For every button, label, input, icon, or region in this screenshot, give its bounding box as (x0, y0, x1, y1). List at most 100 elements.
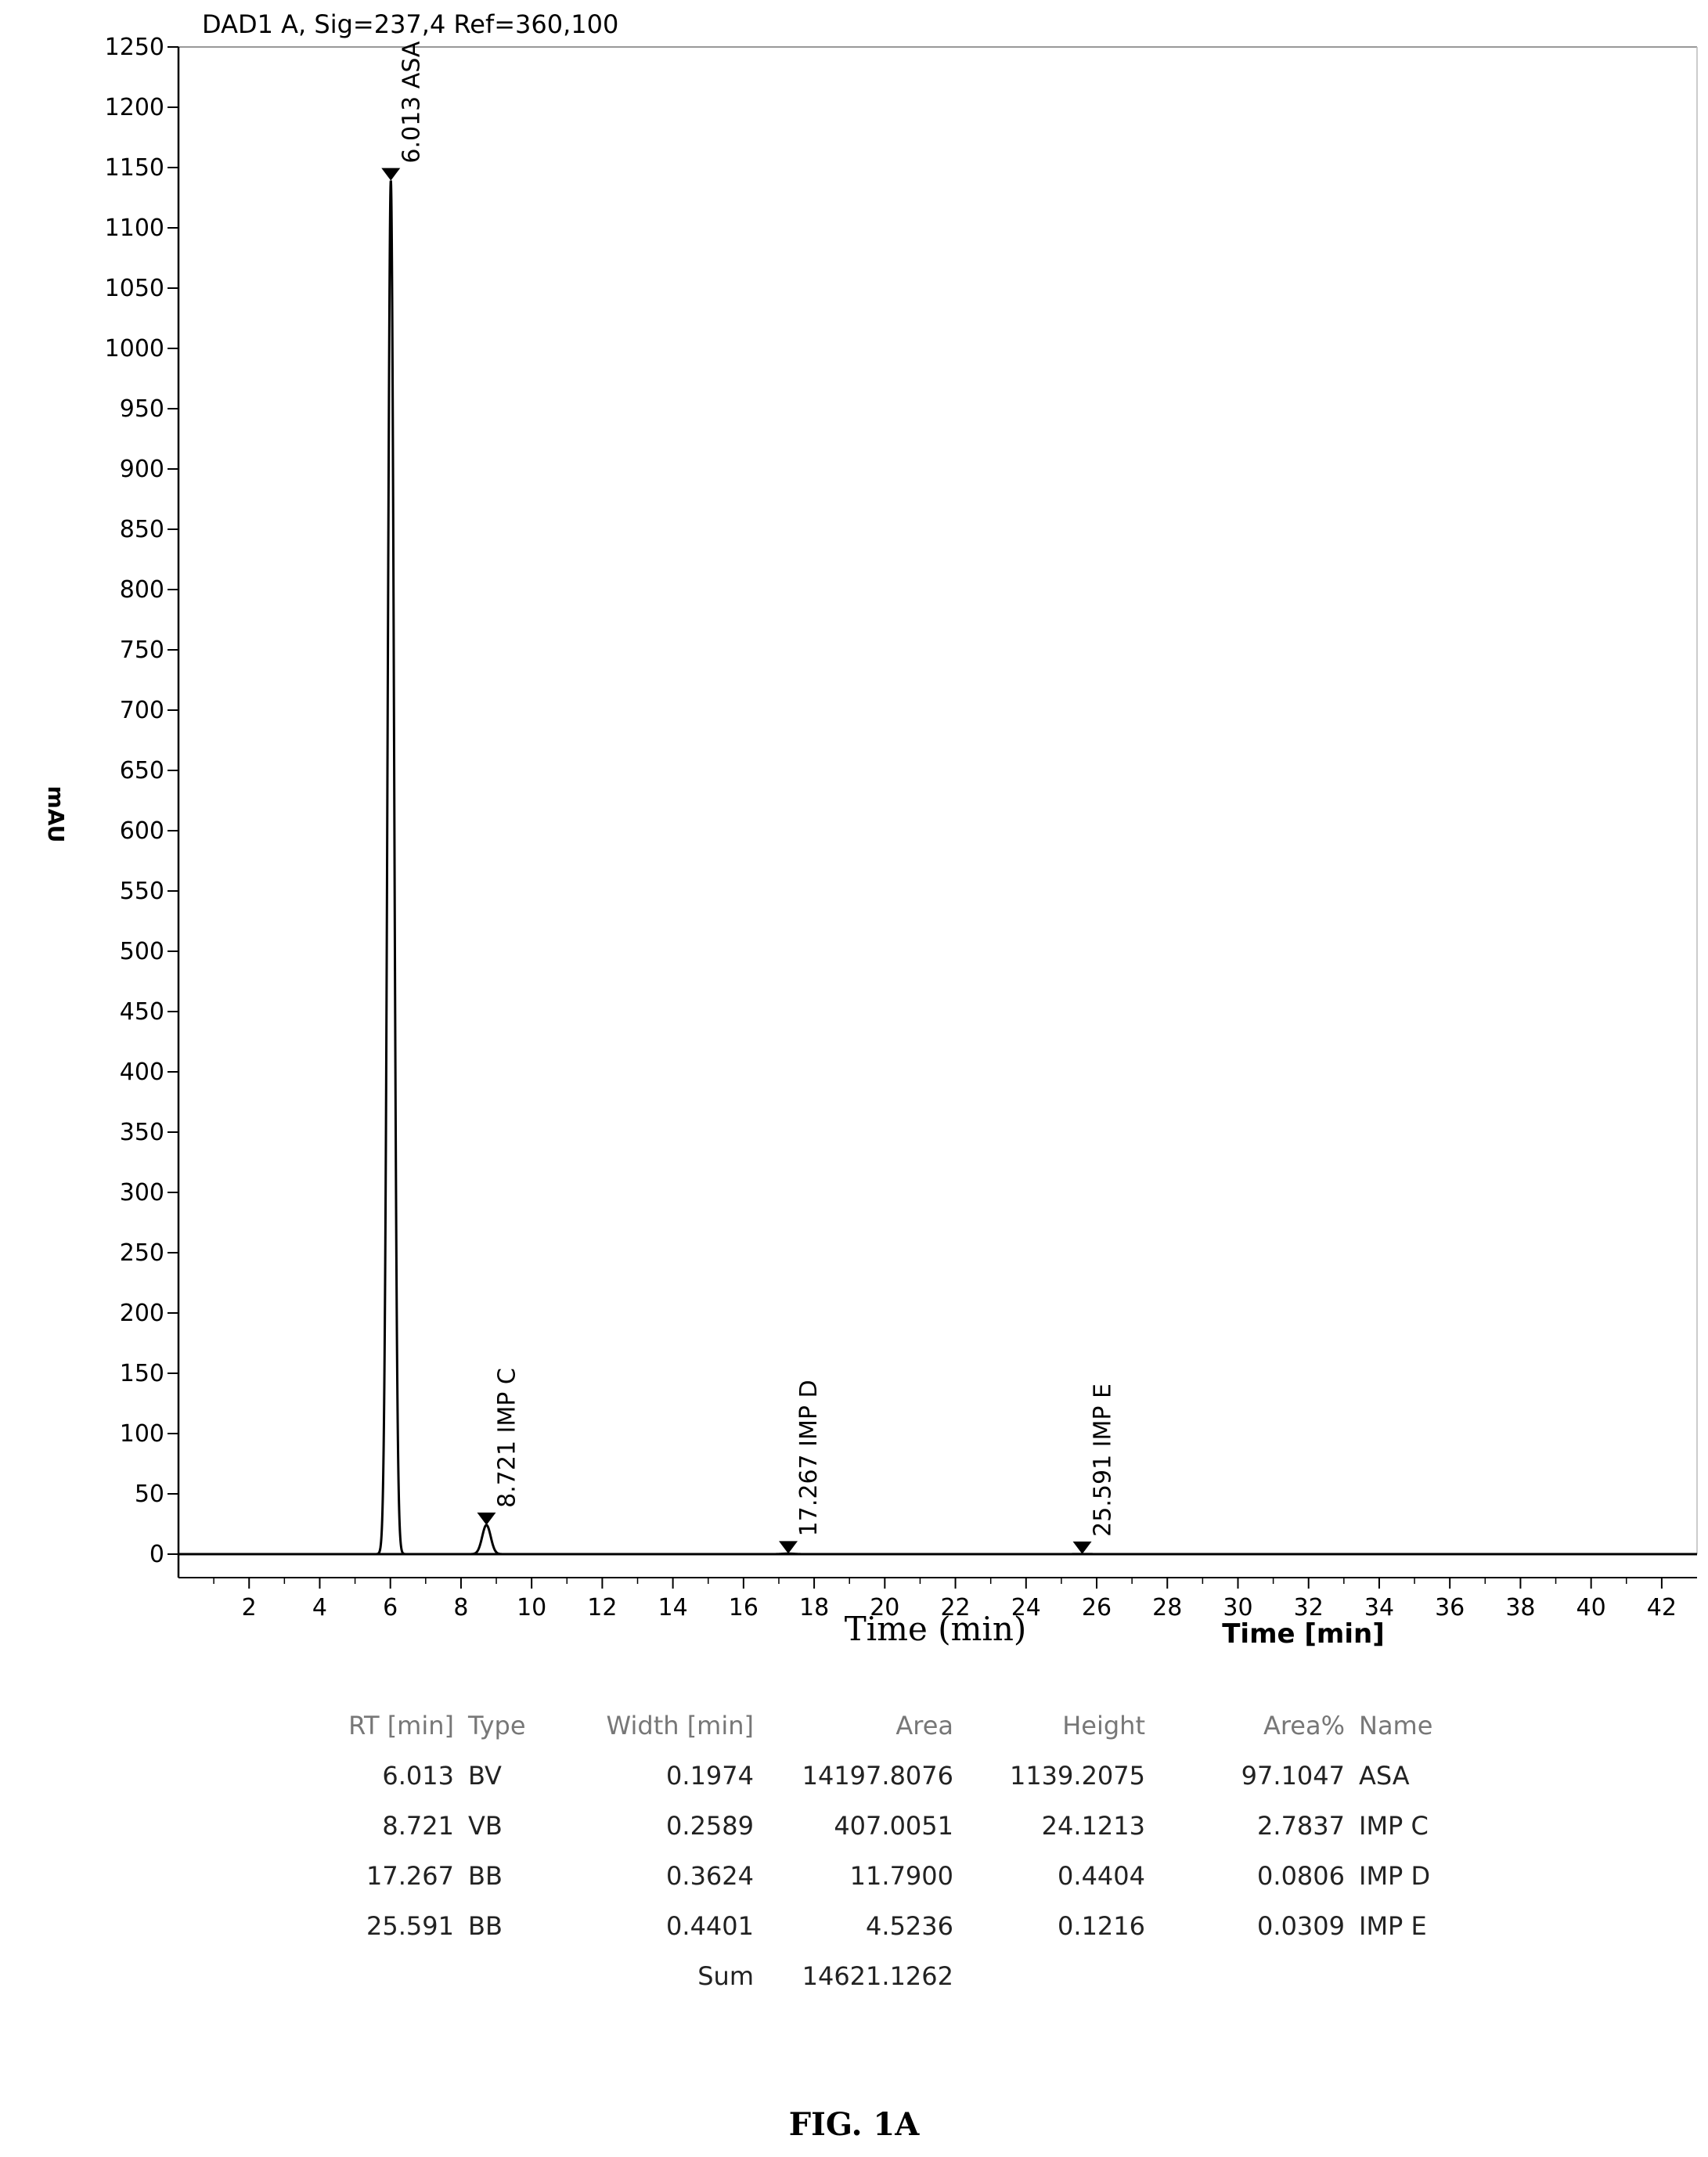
sum-label: Sum (697, 1961, 754, 1991)
peak-marker (779, 1541, 798, 1554)
y-tick-label: 150 (120, 1360, 164, 1387)
cell-height: 24.1213 (1041, 1811, 1145, 1841)
cell-empty (290, 1961, 454, 2011)
x-tick-label: 8 (453, 1594, 468, 1621)
x-tick-label: 24 (1011, 1594, 1041, 1621)
cell-type: VB (468, 1811, 503, 1841)
y-tick-label: 250 (120, 1239, 164, 1267)
cell-empty (454, 1961, 554, 2011)
peak-marker (477, 1512, 496, 1525)
x-tick-label: 42 (1647, 1594, 1677, 1621)
x-tick-label: 20 (870, 1594, 899, 1621)
cell-name: ASA (1359, 1761, 1410, 1791)
x-tick-label: 36 (1435, 1594, 1465, 1621)
x-tick-label: 4 (312, 1594, 327, 1621)
y-tick-label: 0 (150, 1541, 164, 1568)
signal-line (178, 180, 1697, 1556)
y-tick-label: 1100 (105, 215, 164, 242)
cell-name: IMP D (1359, 1861, 1431, 1891)
y-axis-label: mAU (43, 786, 69, 843)
x-tick-label: 14 (658, 1594, 688, 1621)
x-tick-label: 16 (729, 1594, 759, 1621)
table-header-row: RT [min] Type Width [min] Area Height Ar… (290, 1711, 1484, 1761)
y-tick-label: 550 (120, 878, 164, 905)
table-row: 8.721 VB 0.2589 407.0051 24.1213 2.7837 … (290, 1811, 1484, 1861)
y-tick-label: 300 (120, 1179, 164, 1207)
cell-type: BB (468, 1861, 503, 1891)
peak-label: 8.721 IMP C (493, 1368, 521, 1508)
y-tick-label: 1150 (105, 154, 164, 182)
peak-marker (1072, 1541, 1092, 1554)
peak-label: 25.591 IMP E (1090, 1383, 1117, 1537)
cell-width: 0.2589 (666, 1811, 754, 1841)
x-tick-label: 30 (1223, 1594, 1252, 1621)
cell-height: 0.1216 (1058, 1911, 1145, 1941)
y-tick-label: 350 (120, 1119, 164, 1146)
cell-area-percent: 0.0309 (1257, 1911, 1345, 1941)
cell-area: 11.7900 (849, 1861, 953, 1891)
x-axis-label: Time (min) (845, 1610, 1027, 1648)
cell-area-percent: 97.1047 (1241, 1761, 1345, 1791)
x-tick-label: 22 (940, 1594, 970, 1621)
cell-empty (1345, 1961, 1484, 2011)
cell-height: 0.4404 (1058, 1861, 1145, 1891)
x-tick-label: 34 (1364, 1594, 1394, 1621)
cell-name: IMP E (1359, 1911, 1427, 1941)
sum-value: 14621.1262 (802, 1961, 953, 1991)
cell-type: BB (468, 1911, 503, 1941)
cell-rt: 17.267 (366, 1861, 454, 1891)
cell-width: 0.3624 (666, 1861, 754, 1891)
y-tick-label: 800 (120, 576, 164, 604)
cell-height: 1139.2075 (1009, 1761, 1145, 1791)
y-tick-label: 700 (120, 697, 164, 724)
y-tick-label: 500 (120, 938, 164, 965)
x-axis-label-secondary: Time [min] (1222, 1618, 1385, 1650)
cell-area: 4.5236 (866, 1911, 953, 1941)
header-area-percent: Area% (1263, 1711, 1345, 1740)
x-tick-label: 28 (1152, 1594, 1182, 1621)
cell-rt: 6.013 (382, 1761, 454, 1791)
peak-label: 17.267 IMP D (795, 1380, 823, 1536)
cell-width: 0.4401 (666, 1911, 754, 1941)
y-tick-label: 50 (135, 1481, 164, 1508)
y-tick-label: 1200 (105, 94, 164, 121)
x-tick-label: 2 (242, 1594, 257, 1621)
cell-area: 407.0051 (834, 1811, 953, 1841)
peak-marker (381, 168, 401, 181)
x-tick-label: 6 (383, 1594, 398, 1621)
cell-area: 14197.8076 (802, 1761, 953, 1791)
x-tick-label: 38 (1505, 1594, 1535, 1621)
cell-area-percent: 2.7837 (1257, 1811, 1345, 1841)
chart-title: DAD1 A, Sig=237,4 Ref=360,100 (202, 9, 618, 39)
cell-rt: 25.591 (366, 1911, 454, 1941)
header-type: Type (468, 1711, 526, 1740)
peak-markers: 6.013 ASA 8.721 IMP C 17.267 IMP D 25.591 I… (381, 41, 1117, 1554)
y-tick-label: 450 (120, 998, 164, 1026)
peak-label: 6.013 ASA (398, 41, 425, 164)
figure-caption: FIG. 1A (788, 2106, 920, 2143)
cell-empty (1145, 1961, 1345, 2011)
header-area: Area (895, 1711, 953, 1740)
y-tick-label: 600 (120, 817, 164, 845)
plot-frame (178, 46, 1698, 1554)
y-tick-label: 900 (120, 456, 164, 483)
cell-empty (953, 1961, 1145, 2011)
cell-rt: 8.721 (382, 1811, 454, 1841)
y-tick-label: 200 (120, 1300, 164, 1327)
y-tick-label: 1000 (105, 335, 164, 363)
cell-width: 0.1974 (666, 1761, 754, 1791)
table-row: 25.591 BB 0.4401 4.5236 0.1216 0.0309 IM… (290, 1911, 1484, 1961)
cell-area-percent: 0.0806 (1257, 1861, 1345, 1891)
peak-results-table: RT [min] Type Width [min] Area Height Ar… (290, 1711, 1484, 2011)
y-tick-label: 100 (120, 1420, 164, 1448)
y-tick-label: 950 (120, 395, 164, 423)
header-rt: RT [min] (348, 1711, 454, 1740)
table-row: 6.013 BV 0.1974 14197.8076 1139.2075 97.… (290, 1761, 1484, 1811)
y-axis: 0 50 100 150 200 250 300 350 400 450 500 550 600 650 7… (105, 34, 180, 1578)
table-row: 17.267 BB 0.3624 11.7900 0.4404 0.0806 I… (290, 1861, 1484, 1911)
x-tick-label: 12 (587, 1594, 617, 1621)
header-width: Width [min] (606, 1711, 754, 1740)
table-sum-row: Sum 14621.1262 (290, 1961, 1484, 2011)
y-tick-label: 750 (120, 637, 164, 664)
y-tick-label: 650 (120, 757, 164, 785)
